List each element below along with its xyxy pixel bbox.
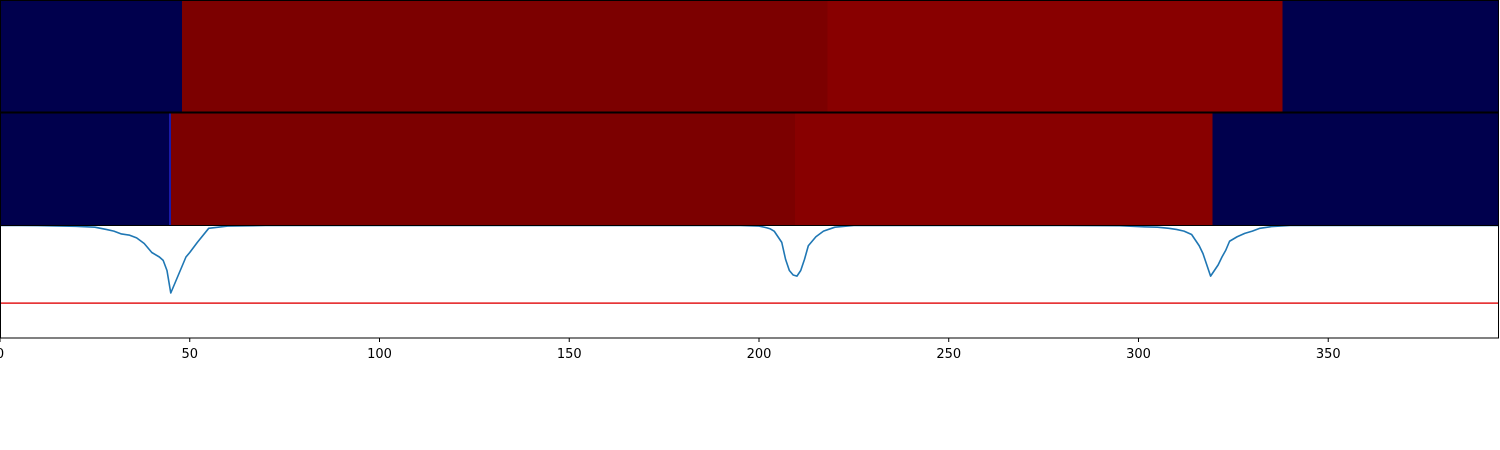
x-tick-label-2: 100 [367,347,392,362]
heatmap-segment-1-0 [0,113,169,226]
x-tick-label-6: 300 [1126,347,1151,362]
heatmap-segment-0-0 [0,0,183,112]
series-line-0 [0,225,1499,294]
heatmap-segment-0-3 [1282,0,1499,112]
line-panel [0,225,1499,339]
x-tick-label-5: 250 [936,347,961,362]
x-axis: 0 50 100 150 200 250 300 350 [0,338,1341,362]
heatmap-segment-1-4 [1212,113,1499,226]
heatmap-segment-0-2 [827,0,1283,112]
x-tick-label-4: 200 [747,347,772,362]
heatmap-segment-1-3 [795,113,1213,226]
line-panel-frame [0,225,1499,339]
x-tick-label-0: 0 [0,347,4,362]
heatmap-panel-top [0,0,1499,113]
heatmap-segment-0-1 [182,0,828,112]
x-tick-label-1: 50 [181,347,198,362]
heatmap-segment-1-2 [170,113,796,226]
x-tick-label-7: 350 [1316,347,1341,362]
heatmap-panel-middle [0,112,1499,226]
heatmap-segment-1-1 [168,113,171,226]
heatmap-frame-0 [0,0,1499,113]
x-tick-label-3: 150 [557,347,582,362]
